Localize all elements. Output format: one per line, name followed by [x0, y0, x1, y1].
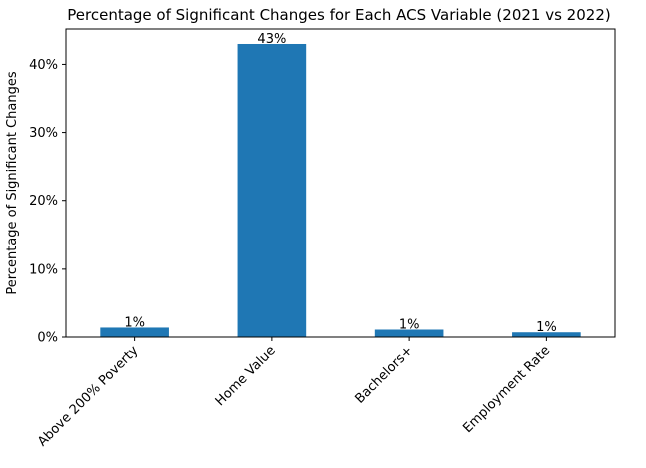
x-axis: Above 200% Poverty Home Value Bachelors+ Em… — [35, 337, 553, 450]
y-axis: 0% 10% 20% 30% 40% — [29, 58, 66, 346]
y-tick-label-4: 30% — [29, 126, 58, 141]
data-label-2: 43% — [257, 32, 286, 47]
data-label-3: 1% — [399, 318, 420, 333]
data-label-1: 1% — [124, 315, 145, 330]
bars-layer — [100, 43, 581, 337]
y-tick-label-1: 0% — [37, 331, 58, 346]
data-labels-layer: 1% 43% 1% 1% — [124, 32, 556, 335]
x-tick-label-4: Employment Rate — [460, 343, 553, 436]
bar-2 — [237, 43, 307, 337]
bar-1 — [100, 327, 169, 337]
y-tick-label-5: 40% — [29, 58, 58, 73]
plot-frame — [65, 28, 616, 338]
bar-3 — [374, 329, 444, 337]
chart-title: Percentage of Significant Changes for Ea… — [67, 6, 610, 24]
data-label-4: 1% — [536, 320, 557, 335]
x-tick-label-2: Home Value — [213, 343, 279, 409]
x-tick-label-1: Above 200% Poverty — [35, 343, 142, 450]
bar-4 — [512, 332, 581, 337]
y-axis-label: Percentage of Significant Changes — [5, 71, 20, 294]
x-tick-label-3: Bachelors+ — [352, 343, 416, 407]
y-tick-label-3: 20% — [29, 194, 58, 209]
y-tick-label-2: 10% — [29, 262, 58, 277]
